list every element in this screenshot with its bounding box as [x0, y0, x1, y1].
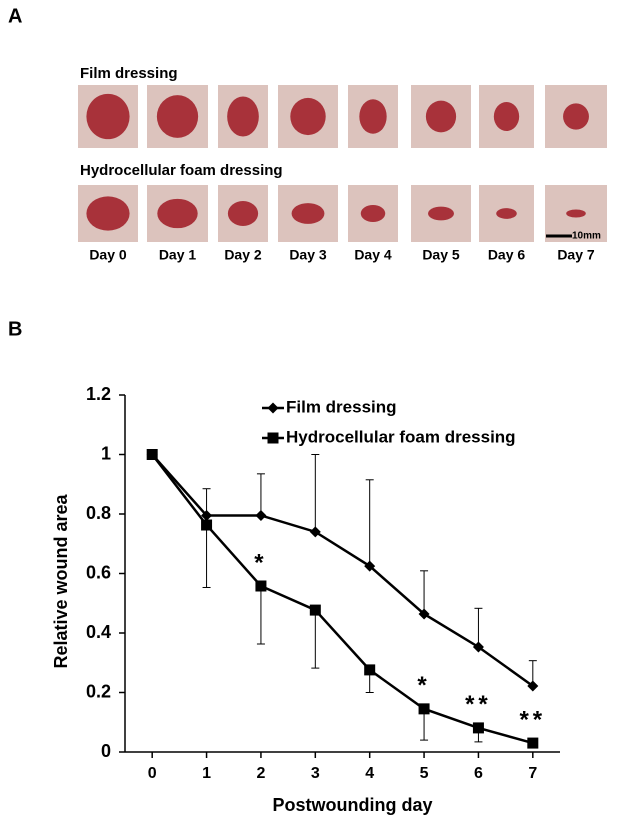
data-point	[472, 641, 484, 653]
wound	[360, 204, 386, 223]
error-bar	[474, 607, 483, 647]
y-tick-label: 0.2	[86, 681, 111, 701]
wound	[156, 95, 199, 138]
legend-marker	[267, 432, 279, 444]
error-bar	[256, 473, 265, 516]
error-bar	[256, 585, 265, 645]
day-label: Day 7	[557, 247, 595, 263]
error-bar	[365, 479, 374, 567]
data-point	[527, 737, 539, 749]
wound	[86, 93, 130, 140]
row-label: Film dressing	[80, 65, 178, 82]
legend-marker	[267, 402, 279, 414]
panel-label: B	[8, 318, 22, 340]
series-line	[151, 453, 534, 687]
day-label: Day 6	[488, 247, 526, 263]
y-tick-label: 1.2	[86, 384, 111, 404]
data-point	[364, 664, 376, 676]
data-point	[255, 580, 267, 592]
series-line	[151, 453, 534, 745]
significance: *	[254, 549, 267, 576]
day-label: Day 2	[224, 247, 262, 263]
scale-label: 10mm	[572, 231, 601, 242]
data-point	[527, 680, 539, 692]
x-tick-label: 7	[528, 765, 537, 782]
wound	[157, 198, 198, 229]
wound	[227, 96, 259, 137]
wound	[428, 206, 454, 221]
day-label: Day 3	[289, 247, 327, 263]
data-point	[364, 560, 376, 572]
day-label: Day 5	[422, 247, 460, 263]
day-label: Day 4	[354, 247, 392, 263]
y-tick-label: 0.8	[86, 503, 111, 523]
wound	[290, 97, 326, 136]
x-tick-label: 0	[148, 765, 157, 782]
y-tick-label: 0.4	[86, 622, 111, 642]
error-bar	[420, 570, 429, 614]
error-bar	[311, 610, 320, 669]
error-bar	[311, 454, 320, 532]
wound	[563, 103, 589, 130]
data-point	[309, 526, 321, 538]
panel-label: A	[8, 5, 22, 27]
wound	[227, 201, 259, 226]
legend-label: Hydrocellular foam dressing	[286, 427, 516, 446]
x-axis-label: Postwounding day	[273, 795, 433, 815]
error-bar	[202, 525, 211, 588]
data-point	[146, 449, 158, 460]
wound	[291, 203, 325, 224]
y-tick-label: 1	[101, 443, 111, 463]
significance: *	[417, 672, 430, 699]
y-axis-label: Relative wound area	[51, 493, 71, 668]
significance: **	[519, 706, 546, 733]
day-label: Day 1	[159, 247, 197, 263]
wound	[86, 196, 130, 231]
wound	[425, 100, 457, 133]
y-tick-label: 0	[101, 741, 111, 761]
day-label: Day 0	[89, 247, 127, 263]
data-point	[309, 604, 321, 616]
wound	[359, 99, 387, 134]
data-point	[255, 509, 267, 521]
significance: **	[465, 691, 492, 718]
legend-label: Film dressing	[286, 397, 397, 416]
wound	[496, 208, 517, 219]
data-point	[201, 509, 213, 521]
x-tick-label: 3	[311, 765, 320, 782]
data-point	[201, 519, 213, 531]
x-tick-label: 1	[202, 765, 211, 782]
data-point	[418, 608, 430, 620]
wound	[493, 101, 520, 132]
x-tick-label: 2	[256, 765, 265, 782]
data-point	[418, 703, 430, 715]
data-point	[472, 722, 484, 734]
x-tick-label: 6	[474, 765, 483, 782]
x-tick-label: 5	[420, 765, 429, 782]
x-tick-label: 4	[365, 765, 374, 782]
wound	[566, 209, 586, 218]
row-label: Hydrocellular foam dressing	[80, 162, 283, 179]
y-tick-label: 0.6	[86, 562, 111, 582]
